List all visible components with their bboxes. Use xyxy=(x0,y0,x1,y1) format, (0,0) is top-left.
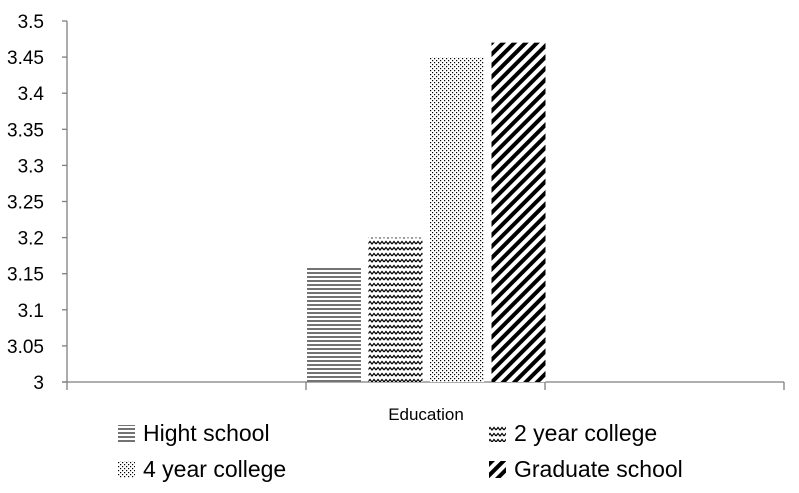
bar-hight-school xyxy=(307,266,361,382)
bar-2-year-college xyxy=(368,237,423,382)
legend-swatch-4-year-college xyxy=(118,461,135,478)
y-tick-label: 3.2 xyxy=(18,229,44,250)
y-tick-label: 3.05 xyxy=(7,337,44,358)
y-tick-label: 3.3 xyxy=(18,156,44,177)
y-tick-label: 3 xyxy=(33,373,44,394)
bar-graduate-school xyxy=(491,42,546,382)
y-tick-label: 3.35 xyxy=(7,120,44,141)
legend-swatch-graduate-school xyxy=(489,461,506,478)
bar-4-year-college xyxy=(430,57,484,382)
y-tick-label: 3.4 xyxy=(18,84,45,105)
legend: Hight school 2 year college 4 year colle… xyxy=(118,420,683,482)
legend-swatch-2-year-college xyxy=(489,425,506,442)
legend-item-2-year-college: 2 year college xyxy=(489,420,657,446)
legend-label-2-year-college: 2 year college xyxy=(514,420,657,446)
category-label: Education xyxy=(388,405,464,424)
y-tick-label: 3.5 xyxy=(18,12,44,33)
y-tick-label: 3.15 xyxy=(7,265,44,286)
legend-label-hight-school: Hight school xyxy=(143,420,270,446)
legend-swatch-hight-school xyxy=(118,425,135,442)
legend-item-hight-school: Hight school xyxy=(118,420,270,446)
legend-label-4-year-college: 4 year college xyxy=(143,456,286,482)
y-tick-label: 3.25 xyxy=(7,193,44,214)
y-tick-label: 3.1 xyxy=(18,301,44,322)
y-tick-label: 3.45 xyxy=(7,48,44,69)
legend-label-graduate-school: Graduate school xyxy=(514,456,683,482)
bars xyxy=(307,42,546,382)
legend-item-4-year-college: 4 year college xyxy=(118,456,286,482)
y-ticks: 3 3.05 3.1 3.15 3.2 3.25 3.3 3.35 3.4 3.45 3.5 xyxy=(7,12,67,394)
axes xyxy=(62,21,785,390)
legend-item-graduate-school: Graduate school xyxy=(489,456,683,482)
